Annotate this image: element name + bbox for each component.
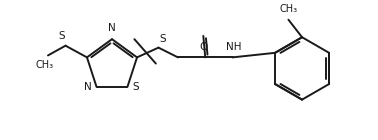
- Text: CH₃: CH₃: [279, 4, 297, 14]
- Text: S: S: [58, 31, 65, 41]
- Text: N: N: [84, 82, 91, 92]
- Text: N: N: [108, 23, 116, 33]
- Text: NH: NH: [226, 42, 241, 52]
- Text: CH₃: CH₃: [36, 60, 54, 70]
- Text: O: O: [199, 42, 208, 52]
- Text: S: S: [159, 34, 166, 44]
- Text: S: S: [132, 82, 139, 92]
